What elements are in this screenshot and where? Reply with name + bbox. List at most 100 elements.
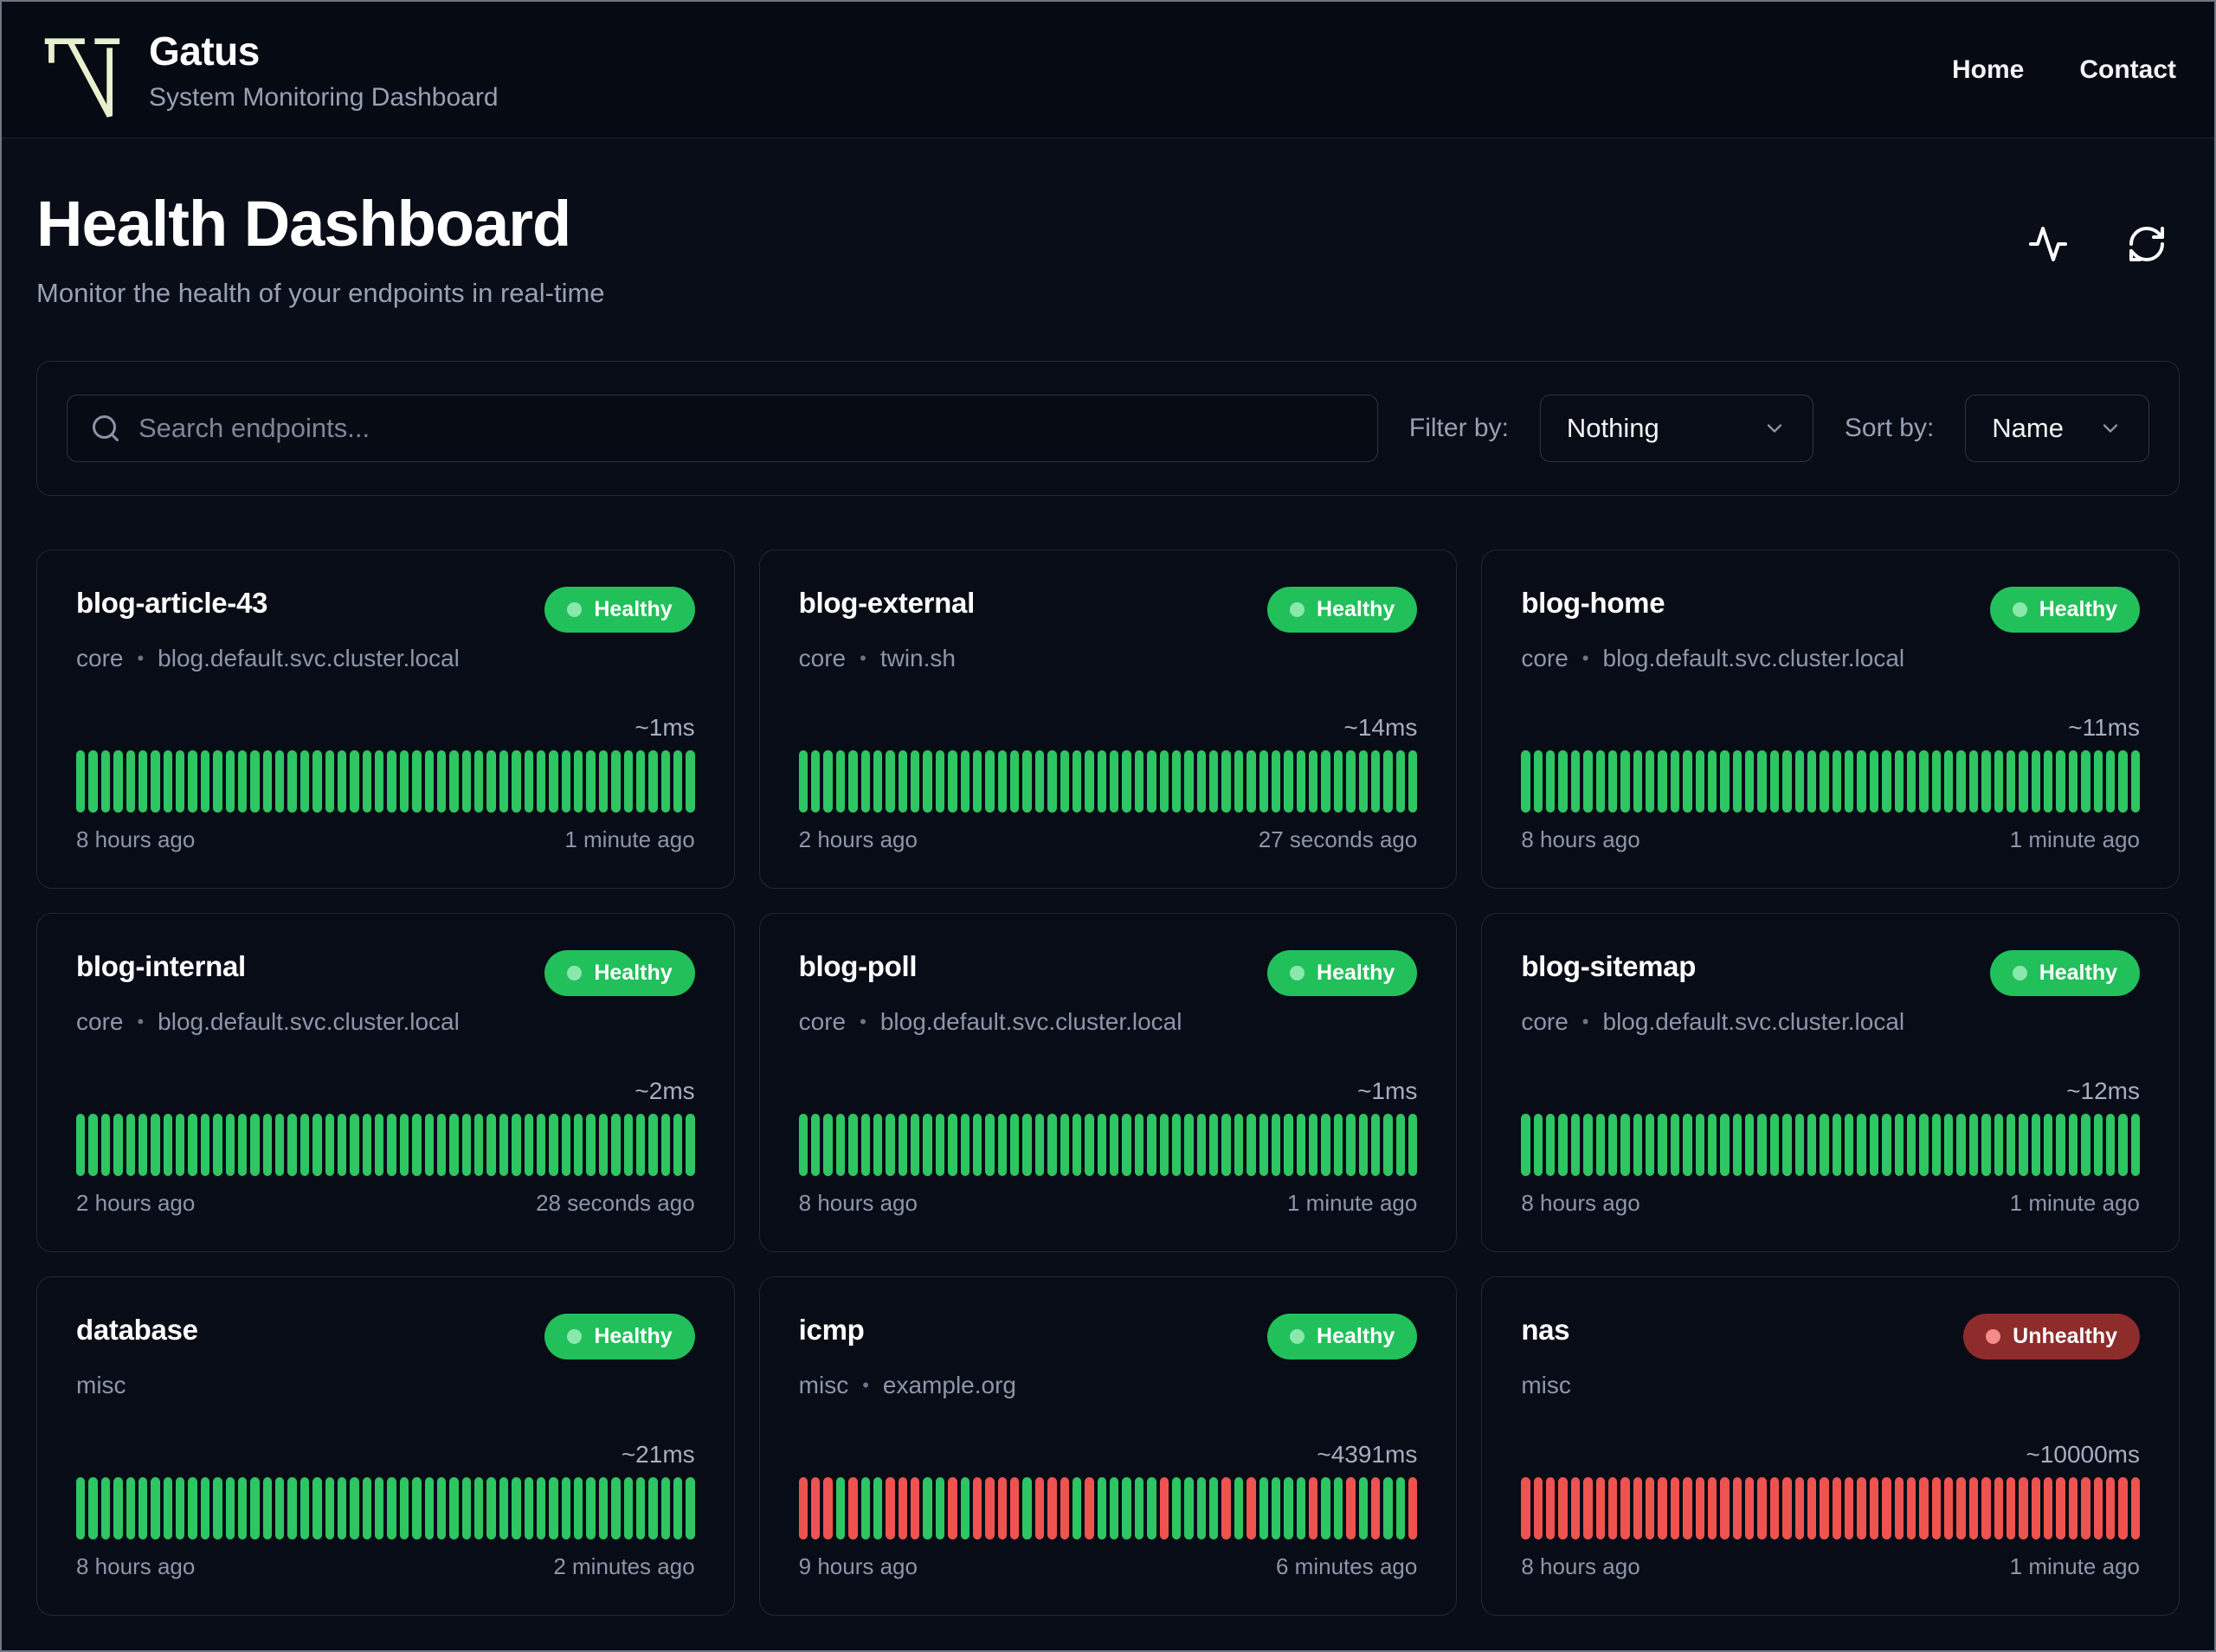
chevron-down-icon bbox=[2103, 424, 2118, 433]
history-bar bbox=[2056, 1114, 2065, 1176]
endpoint-card[interactable]: blog-article-43 Healthy core • blog.defa… bbox=[36, 550, 735, 889]
endpoint-card[interactable]: nas Unhealthy misc ~10000ms 8 hours ago … bbox=[1481, 1276, 2180, 1616]
history-bars bbox=[76, 1477, 695, 1540]
history-bar bbox=[1321, 1477, 1330, 1540]
history-bar bbox=[1284, 1114, 1293, 1176]
history-bar bbox=[960, 1477, 970, 1540]
endpoint-name: nas bbox=[1521, 1314, 1570, 1346]
endpoint-card[interactable]: blog-external Healthy core • twin.sh ~14… bbox=[758, 550, 1458, 889]
history-bar bbox=[2105, 750, 2116, 813]
history-bar bbox=[1646, 1114, 1655, 1176]
history-bar bbox=[287, 1477, 297, 1540]
endpoint-card[interactable]: blog-poll Healthy core • blog.default.sv… bbox=[758, 913, 1458, 1252]
search-input[interactable] bbox=[138, 413, 1355, 444]
history-bar bbox=[1583, 1114, 1593, 1176]
history-bar bbox=[1159, 1477, 1169, 1540]
endpoint-name: icmp bbox=[798, 1314, 865, 1346]
history-bar bbox=[1546, 1477, 1556, 1540]
history-bar bbox=[798, 1477, 808, 1540]
status-dot-icon bbox=[567, 602, 583, 617]
endpoint-card[interactable]: blog-home Healthy core • blog.default.sv… bbox=[1481, 550, 2180, 889]
history-bar bbox=[1931, 750, 1942, 813]
history-bar bbox=[623, 1477, 633, 1540]
history-bar bbox=[648, 1114, 658, 1176]
history-bar bbox=[898, 1114, 908, 1176]
history-bar bbox=[1085, 1114, 1094, 1176]
history-bar bbox=[1931, 1114, 1942, 1176]
page-title: Health Dashboard bbox=[36, 188, 571, 260]
history-bar bbox=[873, 1477, 883, 1540]
history-bar bbox=[1857, 750, 1866, 813]
history-bar bbox=[213, 1114, 222, 1176]
history-bar bbox=[1720, 750, 1730, 813]
history-bar bbox=[1931, 1477, 1942, 1540]
history-bar bbox=[350, 1477, 359, 1540]
nav-link-contact[interactable]: Contact bbox=[2079, 55, 2176, 84]
history-bar bbox=[1583, 1477, 1593, 1540]
history-bar bbox=[948, 1477, 957, 1540]
history-bar bbox=[648, 750, 658, 813]
history-bar bbox=[2019, 750, 2028, 813]
history-bar bbox=[1209, 750, 1219, 813]
history-bar bbox=[1259, 1477, 1268, 1540]
filter-label: Filter by: bbox=[1408, 414, 1509, 442]
sort-select[interactable]: Name bbox=[1965, 395, 2149, 462]
history-bar bbox=[972, 1114, 982, 1176]
history-bar bbox=[1060, 1114, 1069, 1176]
status-badge: Unhealthy bbox=[1963, 1314, 2140, 1360]
filter-select[interactable]: Nothing bbox=[1539, 395, 1813, 462]
history-bar bbox=[848, 750, 858, 813]
history-bar bbox=[1271, 750, 1281, 813]
history-bar bbox=[412, 750, 422, 813]
history-bar bbox=[898, 750, 908, 813]
history-bar bbox=[2118, 1114, 2128, 1176]
endpoint-card[interactable]: blog-internal Healthy core • blog.defaul… bbox=[36, 913, 735, 1252]
history-bar bbox=[1097, 750, 1107, 813]
history-bar bbox=[449, 750, 459, 813]
history-bar bbox=[1309, 1114, 1318, 1176]
history-bar bbox=[1670, 1114, 1680, 1176]
history-bar bbox=[1620, 1114, 1630, 1176]
endpoint-card[interactable]: database Healthy misc ~21ms 8 hours ago … bbox=[36, 1276, 735, 1616]
history-bar bbox=[1060, 750, 1069, 813]
app-subtitle: System Monitoring Dashboard bbox=[149, 82, 499, 112]
history-bar bbox=[1807, 1477, 1817, 1540]
endpoint-card[interactable]: blog-sitemap Healthy core • blog.default… bbox=[1481, 913, 2180, 1252]
history-bar bbox=[811, 750, 821, 813]
history-bar bbox=[337, 750, 347, 813]
history-bar bbox=[1794, 1477, 1804, 1540]
history-bar bbox=[1034, 1114, 1045, 1176]
refresh-icon[interactable] bbox=[2126, 223, 2168, 265]
status-badge: Healthy bbox=[1989, 950, 2140, 996]
history-start: 8 hours ago bbox=[1521, 1190, 1640, 1216]
history-bar bbox=[1085, 750, 1094, 813]
history-bar bbox=[1533, 1114, 1543, 1176]
history-bar bbox=[835, 1477, 846, 1540]
history-bar bbox=[163, 1477, 172, 1540]
history-bars bbox=[76, 750, 695, 813]
history-bar bbox=[1221, 1114, 1231, 1176]
history-bar bbox=[2031, 750, 2041, 813]
history-bar bbox=[911, 750, 920, 813]
activity-icon[interactable] bbox=[2027, 223, 2069, 265]
search-box[interactable] bbox=[67, 395, 1378, 462]
history-bar bbox=[935, 750, 945, 813]
history-bar bbox=[1010, 750, 1020, 813]
history-bar bbox=[823, 750, 833, 813]
history-bar bbox=[1595, 1477, 1605, 1540]
latency-value: ~11ms bbox=[2068, 714, 2140, 741]
status-badge: Healthy bbox=[544, 587, 695, 633]
history-bar bbox=[287, 750, 297, 813]
history-bar bbox=[1845, 750, 1854, 813]
history-bar bbox=[1533, 750, 1543, 813]
history-bar bbox=[1707, 1114, 1717, 1176]
history-bar bbox=[1358, 1114, 1368, 1176]
history-bar bbox=[1882, 1477, 1891, 1540]
history-bar bbox=[524, 1477, 533, 1540]
history-bar bbox=[1284, 1477, 1293, 1540]
nav-link-home[interactable]: Home bbox=[1951, 55, 2025, 84]
history-bar bbox=[1234, 1114, 1244, 1176]
history-bar bbox=[1196, 1114, 1207, 1176]
endpoint-card[interactable]: icmp Healthy misc • example.org ~4391ms … bbox=[758, 1276, 1458, 1616]
history-bar bbox=[1633, 1114, 1643, 1176]
